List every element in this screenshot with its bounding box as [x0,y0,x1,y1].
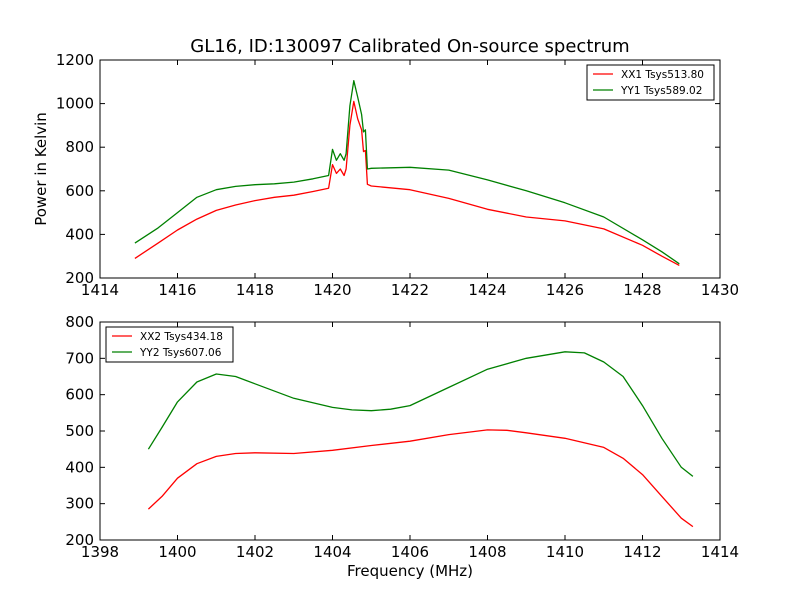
bottom-series-line-yy2 [147,351,694,477]
top-legend-label-xx1: XX1 Tsys513.80 [621,69,704,81]
top-x-tick-label: 1416 [158,281,196,299]
bottom-y-tick-label: 300 [65,495,94,513]
top-y-tick-label: 800 [65,138,94,156]
top-legend-label-yy1: YY1 Tsys589.02 [620,85,702,97]
top-legend-box [586,64,715,101]
bottom-x-tick-label: 1412 [623,543,661,561]
top-series-line-yy1 [134,80,680,265]
bottom-x-ticks: 1398 1400 1402 1404 1406 1408 1410 1412 1414 [81,322,739,561]
top-y-tick-label: 400 [65,225,94,243]
top-x-ticks: 1414 1416 1418 1420 1422 1424 1426 1428 1430 [81,60,739,299]
bottom-panel: 1398 1400 1402 1404 1406 1408 1410 1412 1414 200… [65,313,739,561]
bottom-x-tick-label: 1398 [81,543,119,561]
bottom-series-lines [147,351,694,528]
top-y-tick-label: 1200 [56,51,94,69]
top-series-line-xx1 [134,100,680,266]
bottom-x-tick-label: 1414 [701,543,739,561]
bottom-y-tick-label: 700 [65,349,94,367]
x-axis-label: Frequency (MHz) [347,562,473,580]
top-x-tick-label: 1420 [313,281,351,299]
bottom-x-tick-label: 1410 [546,543,584,561]
bottom-legend-label-xx2: XX2 Tsys434.18 [140,331,223,343]
bottom-x-tick-label: 1408 [468,543,506,561]
figure-title: GL16, ID:130097 Calibrated On-source spe… [190,36,629,57]
top-x-tick-label: 1424 [468,281,506,299]
top-panel: 1414 1416 1418 1420 1422 1424 1426 1428 1430 200… [56,51,739,299]
top-x-tick-label: 1426 [546,281,584,299]
top-y-tick-label: 200 [65,269,94,287]
top-y-ticks: 200 400 600 800 1000 1200 [56,51,720,287]
top-x-tick-label: 1422 [391,281,429,299]
bottom-legend-label-yy2: YY2 Tsys607.06 [139,347,222,359]
bottom-x-tick-label: 1406 [391,543,429,561]
bottom-y-tick-label: 400 [65,458,94,476]
bottom-x-tick-label: 1400 [158,543,196,561]
top-y-tick-label: 600 [65,182,94,200]
bottom-y-tick-label: 500 [65,422,94,440]
bottom-legend-box [105,326,234,363]
top-x-tick-label: 1430 [701,281,739,299]
top-legend: XX1 Tsys513.80 YY1 Tsys589.02 [586,64,715,101]
top-x-tick-label: 1428 [623,281,661,299]
bottom-y-tick-label: 600 [65,386,94,404]
bottom-x-tick-label: 1404 [313,543,351,561]
top-y-tick-label: 1000 [56,95,94,113]
bottom-y-tick-label: 800 [65,313,94,331]
bottom-legend: XX2 Tsys434.18 YY2 Tsys607.06 [105,326,234,363]
top-series-lines [134,80,680,266]
bottom-series-line-xx2 [147,429,694,528]
top-x-tick-label: 1418 [236,281,274,299]
top-x-tick-label: 1414 [81,281,119,299]
bottom-x-tick-label: 1402 [236,543,274,561]
bottom-y-ticks: 200 300 400 500 600 700 800 [65,313,720,549]
y-axis-label: Power in Kelvin [32,112,50,226]
bottom-y-tick-label: 200 [65,531,94,549]
